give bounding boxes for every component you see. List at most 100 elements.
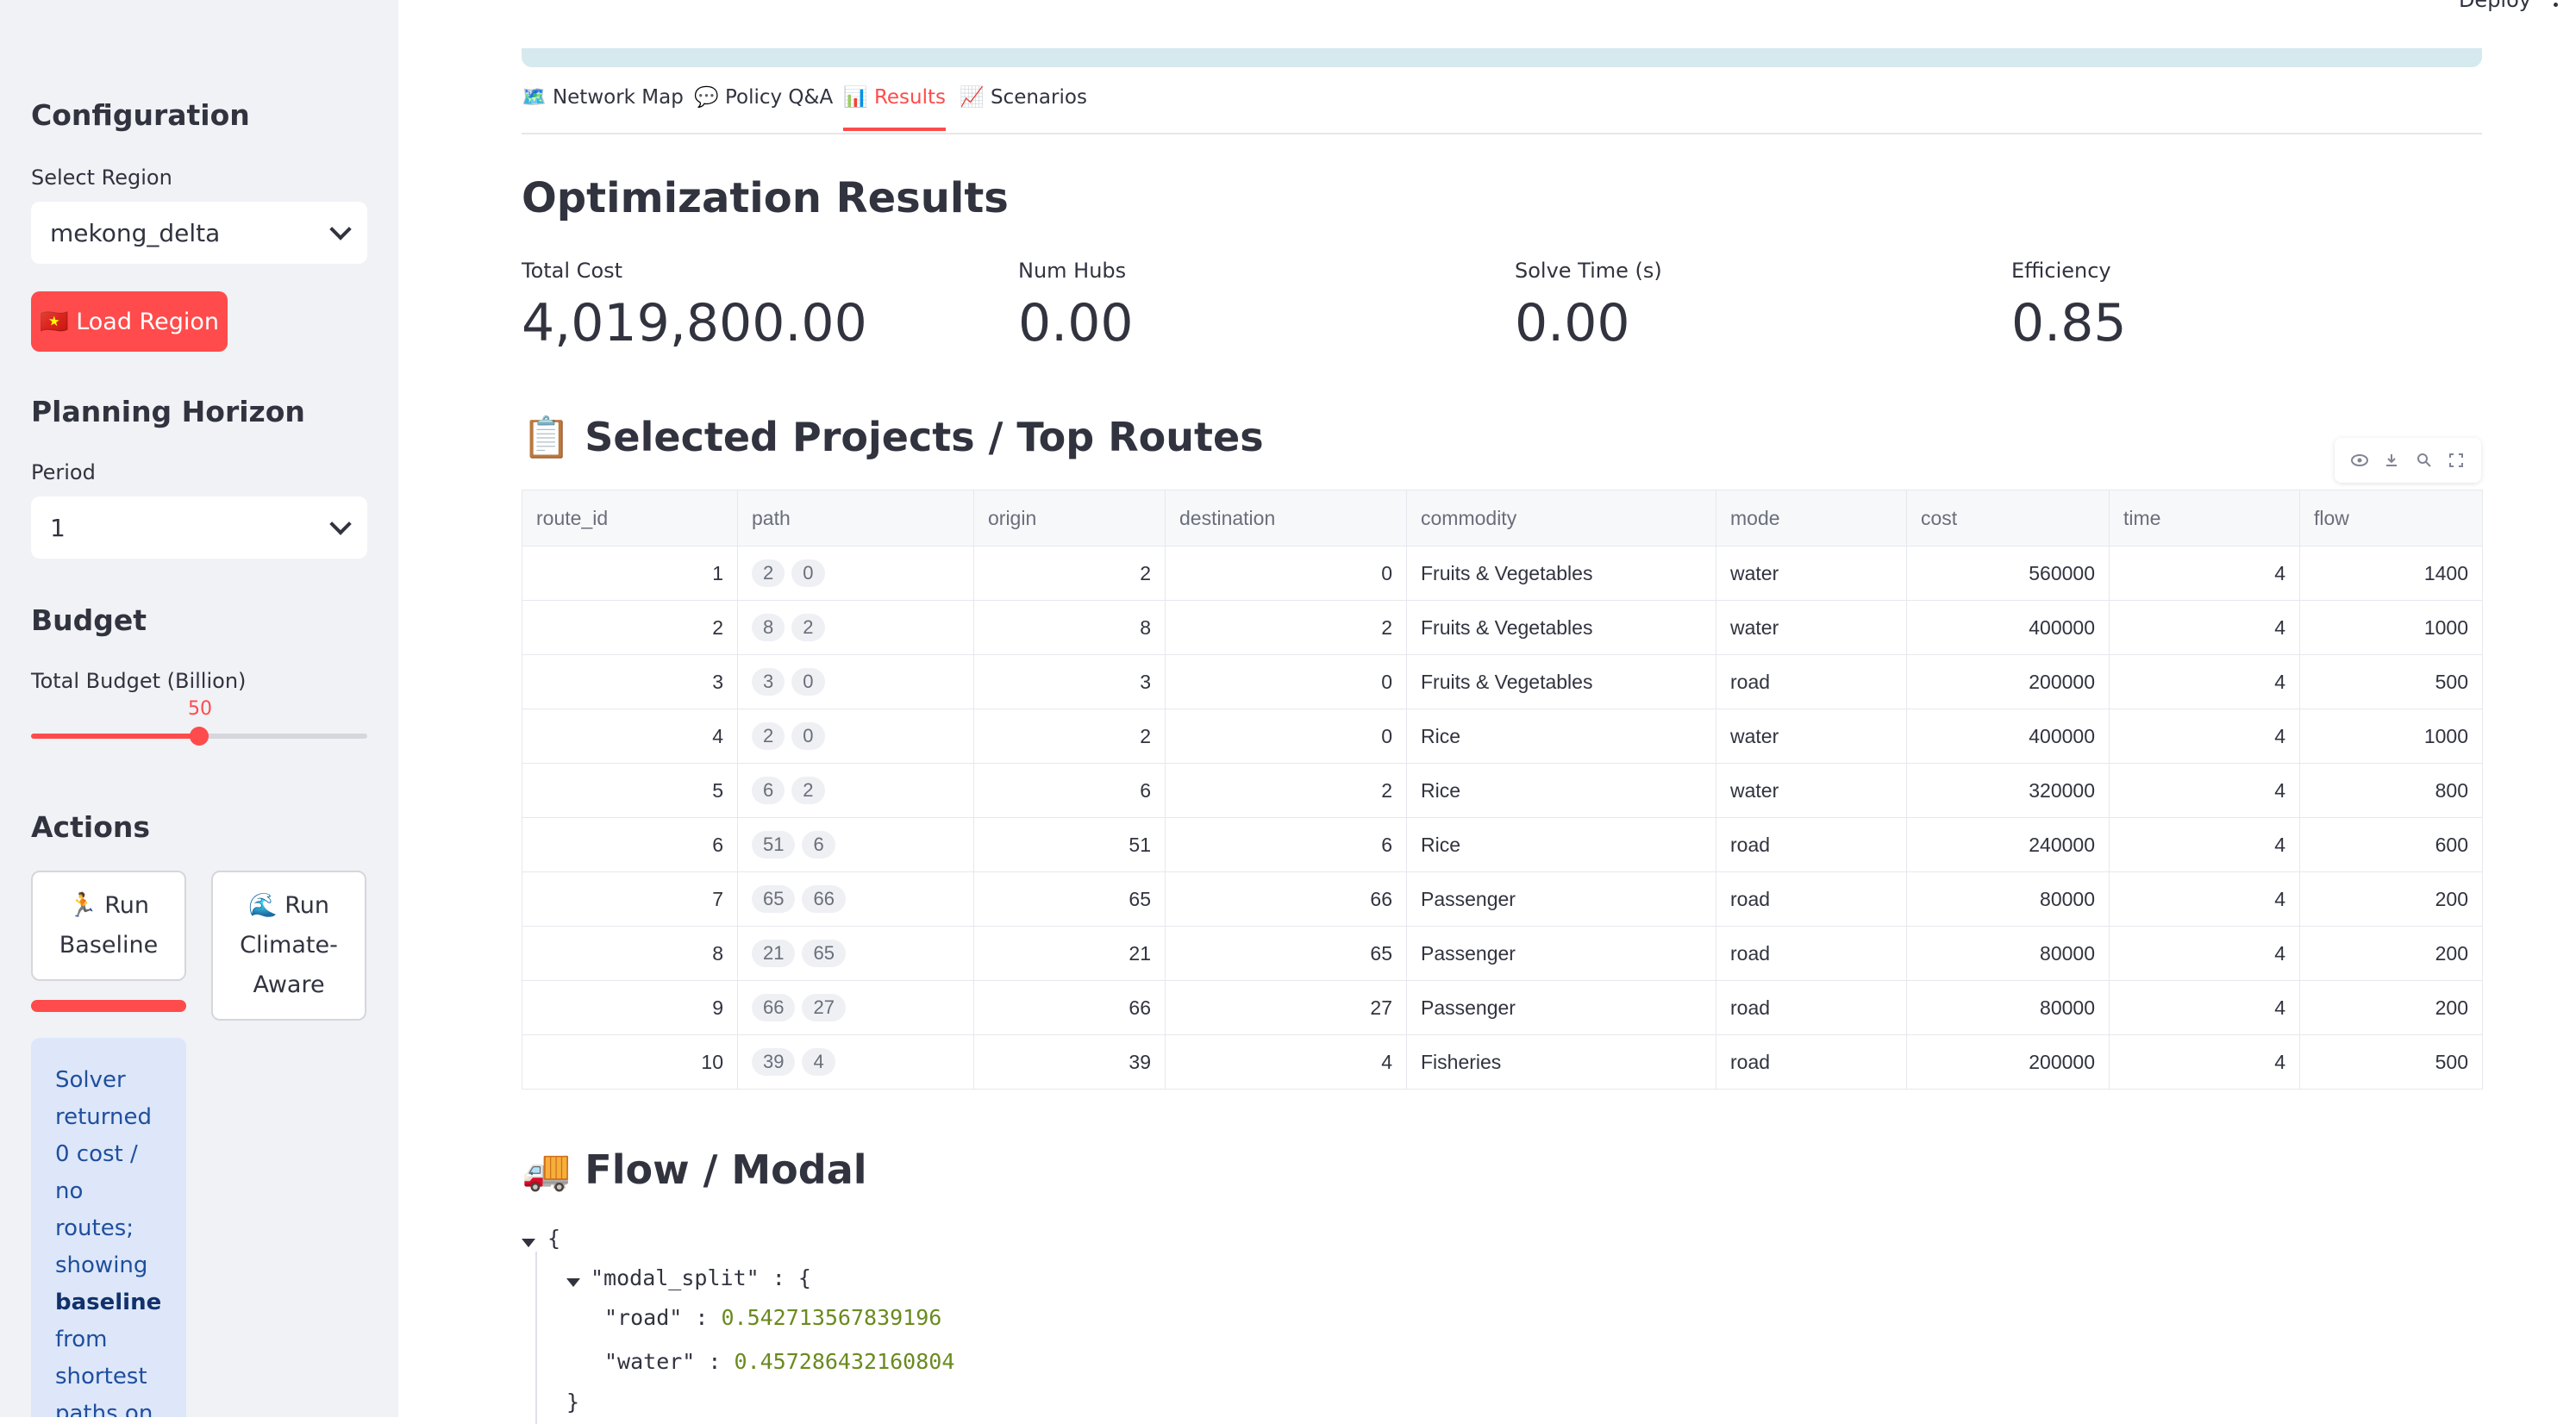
- cell-flow[interactable]: 1000: [2299, 600, 2483, 655]
- cell-mode[interactable]: road: [1716, 926, 1907, 981]
- cell-flow[interactable]: 200: [2299, 926, 2483, 981]
- cell-commodity[interactable]: Rice: [1406, 817, 1716, 872]
- cell-route-id[interactable]: 1: [522, 546, 738, 601]
- eye-icon[interactable]: [2350, 451, 2369, 470]
- run-climate-aware-button[interactable]: 🌊 Run Climate-Aware: [211, 871, 366, 1021]
- cell-time[interactable]: 4: [2109, 817, 2300, 872]
- cell-path[interactable]: 65 66: [737, 871, 974, 927]
- cell-mode[interactable]: water: [1716, 709, 1907, 764]
- region-select[interactable]: mekong_delta: [31, 202, 367, 264]
- cell-origin[interactable]: 3: [973, 654, 1166, 709]
- collapse-caret-icon[interactable]: [522, 1239, 535, 1247]
- cell-cost[interactable]: 240000: [1906, 817, 2110, 872]
- cell-route-id[interactable]: 8: [522, 926, 738, 981]
- cell-cost[interactable]: 200000: [1906, 1034, 2110, 1090]
- cell-mode[interactable]: road: [1716, 817, 1907, 872]
- cell-time[interactable]: 4: [2109, 871, 2300, 927]
- cell-cost[interactable]: 400000: [1906, 709, 2110, 764]
- cell-path[interactable]: 39 4: [737, 1034, 974, 1090]
- budget-slider[interactable]: [31, 727, 367, 746]
- cell-cost[interactable]: 320000: [1906, 763, 2110, 818]
- cell-cost[interactable]: 560000: [1906, 546, 2110, 601]
- tab-scenarios[interactable]: 📈 Scenarios: [960, 84, 1087, 133]
- cell-commodity[interactable]: Passenger: [1406, 871, 1716, 927]
- tab-network-map[interactable]: 🗺️ Network Map: [522, 84, 684, 133]
- cell-destination[interactable]: 27: [1165, 980, 1407, 1035]
- cell-origin[interactable]: 51: [973, 817, 1166, 872]
- cell-flow[interactable]: 200: [2299, 980, 2483, 1035]
- cell-destination[interactable]: 4: [1165, 1034, 1407, 1090]
- column-header-destination[interactable]: destination: [1165, 490, 1407, 546]
- cell-origin[interactable]: 8: [973, 600, 1166, 655]
- cell-route-id[interactable]: 2: [522, 600, 738, 655]
- cell-time[interactable]: 4: [2109, 763, 2300, 818]
- cell-commodity[interactable]: Fisheries: [1406, 1034, 1716, 1090]
- cell-route-id[interactable]: 6: [522, 817, 738, 872]
- cell-mode[interactable]: road: [1716, 871, 1907, 927]
- cell-time[interactable]: 4: [2109, 600, 2300, 655]
- column-header-route-id[interactable]: route_id: [522, 490, 738, 546]
- cell-commodity[interactable]: Fruits & Vegetables: [1406, 654, 1716, 709]
- cell-origin[interactable]: 66: [973, 980, 1166, 1035]
- tab-results[interactable]: 📊 Results: [843, 84, 947, 131]
- cell-route-id[interactable]: 4: [522, 709, 738, 764]
- cell-mode[interactable]: water: [1716, 600, 1907, 655]
- cell-commodity[interactable]: Fruits & Vegetables: [1406, 600, 1716, 655]
- cell-origin[interactable]: 2: [973, 546, 1166, 601]
- column-header-flow[interactable]: flow: [2299, 490, 2483, 546]
- column-header-time[interactable]: time: [2109, 490, 2300, 546]
- cell-flow[interactable]: 500: [2299, 1034, 2483, 1090]
- fullscreen-icon[interactable]: [2447, 451, 2466, 470]
- cell-cost[interactable]: 200000: [1906, 654, 2110, 709]
- collapse-caret-icon[interactable]: [566, 1278, 580, 1287]
- cell-cost[interactable]: 80000: [1906, 871, 2110, 927]
- period-select[interactable]: 1: [31, 497, 367, 559]
- cell-destination[interactable]: 2: [1165, 600, 1407, 655]
- cell-flow[interactable]: 1000: [2299, 709, 2483, 764]
- column-header-cost[interactable]: cost: [1906, 490, 2110, 546]
- cell-destination[interactable]: 65: [1165, 926, 1407, 981]
- cell-origin[interactable]: 39: [973, 1034, 1166, 1090]
- column-header-origin[interactable]: origin: [973, 490, 1166, 546]
- cell-time[interactable]: 4: [2109, 546, 2300, 601]
- cell-route-id[interactable]: 9: [522, 980, 738, 1035]
- cell-commodity[interactable]: Fruits & Vegetables: [1406, 546, 1716, 601]
- cell-flow[interactable]: 200: [2299, 871, 2483, 927]
- cell-origin[interactable]: 21: [973, 926, 1166, 981]
- cell-destination[interactable]: 6: [1165, 817, 1407, 872]
- cell-origin[interactable]: 6: [973, 763, 1166, 818]
- cell-origin[interactable]: 65: [973, 871, 1166, 927]
- search-icon[interactable]: [2415, 451, 2434, 470]
- cell-origin[interactable]: 2: [973, 709, 1166, 764]
- cell-path[interactable]: 51 6: [737, 817, 974, 872]
- tab-policy-qa[interactable]: 💬 Policy Q&A: [694, 84, 833, 133]
- column-header-commodity[interactable]: commodity: [1406, 490, 1716, 546]
- cell-flow[interactable]: 1400: [2299, 546, 2483, 601]
- cell-mode[interactable]: road: [1716, 1034, 1907, 1090]
- download-icon[interactable]: [2382, 451, 2401, 470]
- cell-mode[interactable]: water: [1716, 546, 1907, 601]
- cell-cost[interactable]: 80000: [1906, 926, 2110, 981]
- cell-commodity[interactable]: Passenger: [1406, 926, 1716, 981]
- cell-path[interactable]: 21 65: [737, 926, 974, 981]
- cell-route-id[interactable]: 10: [522, 1034, 738, 1090]
- cell-time[interactable]: 4: [2109, 1034, 2300, 1090]
- cell-time[interactable]: 4: [2109, 980, 2300, 1035]
- cell-time[interactable]: 4: [2109, 654, 2300, 709]
- cell-route-id[interactable]: 3: [522, 654, 738, 709]
- cell-commodity[interactable]: Passenger: [1406, 980, 1716, 1035]
- cell-destination[interactable]: 0: [1165, 546, 1407, 601]
- cell-time[interactable]: 4: [2109, 709, 2300, 764]
- cell-destination[interactable]: 0: [1165, 654, 1407, 709]
- budget-slider-handle[interactable]: [190, 727, 209, 746]
- column-header-mode[interactable]: mode: [1716, 490, 1907, 546]
- cell-flow[interactable]: 800: [2299, 763, 2483, 818]
- cell-cost[interactable]: 80000: [1906, 980, 2110, 1035]
- cell-commodity[interactable]: Rice: [1406, 763, 1716, 818]
- cell-cost[interactable]: 400000: [1906, 600, 2110, 655]
- cell-destination[interactable]: 2: [1165, 763, 1407, 818]
